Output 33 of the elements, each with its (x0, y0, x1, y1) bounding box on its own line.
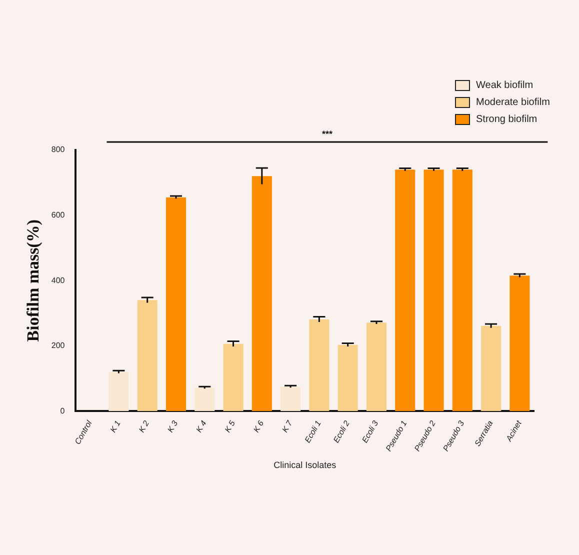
legend-label: Strong biofilm (476, 114, 538, 125)
text: *** (322, 129, 333, 139)
bar (309, 319, 330, 412)
bar (137, 300, 158, 412)
y-tick-label: 0 (60, 406, 66, 416)
bar (452, 170, 472, 412)
bar (252, 176, 272, 412)
bar (395, 170, 416, 412)
bar (481, 326, 502, 412)
y-tick-label: 600 (51, 210, 66, 220)
x-tick-label: K 2 (137, 418, 152, 434)
x-tick-label: K 7 (280, 418, 294, 434)
bar (510, 276, 530, 412)
bar (280, 386, 301, 412)
legend-label: Weak biofilm (476, 80, 534, 91)
legend-label: Moderate biofilm (476, 97, 550, 108)
y-tick-label: 400 (51, 276, 66, 285)
bar (108, 372, 129, 412)
y-tick-label: 800 (51, 145, 66, 154)
bar (194, 388, 215, 412)
bar (223, 344, 244, 412)
x-axis-title: Clinical Isolates (274, 460, 337, 470)
x-tick-label: K 3 (166, 418, 180, 434)
bar (424, 170, 444, 412)
x-tick-label: K 4 (194, 418, 209, 434)
y-axis-title: Biofilm mass(%) (24, 219, 43, 342)
bar (338, 344, 358, 412)
bar (166, 197, 186, 412)
bar (366, 322, 386, 412)
y-tick-label: 200 (51, 341, 66, 350)
x-tick-label: K 5 (223, 418, 238, 434)
x-tick-label: K 6 (252, 418, 266, 434)
x-tick-label: K 1 (108, 419, 122, 434)
